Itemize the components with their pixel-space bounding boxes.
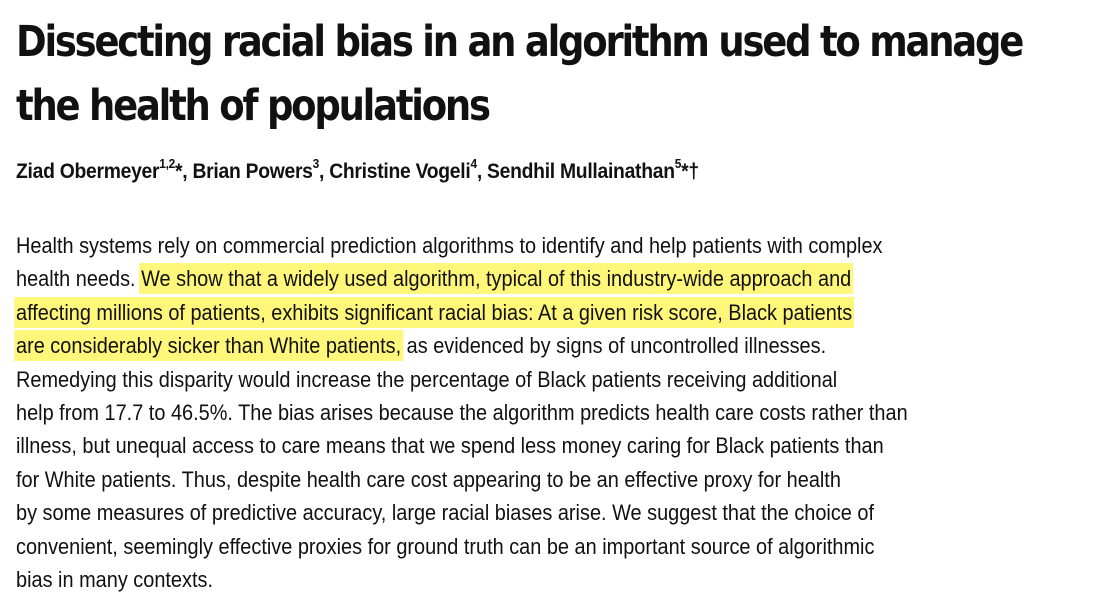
highlighted-text: affecting millions of patients, exhibits… [16,298,853,326]
abstract-line: health needs. We show that a widely used… [16,262,1102,295]
abstract-text: health needs. [16,266,142,292]
author-name: Ziad Obermeyer [16,160,160,183]
title-line-2: the health of populations [16,81,491,131]
abstract-line: by some measures of predictive accuracy,… [16,500,875,526]
abstract-line: Health systems rely on commercial predic… [16,233,883,258]
paper-title: Dissecting racial bias in an algorithm u… [16,10,1100,138]
author-mark: , [476,160,482,183]
abstract-text: as evidenced by signs of uncontrolled il… [401,333,827,359]
abstract-line: for White patients. Thus, despite health… [16,466,841,492]
abstract-line: illness, but unequal access to care mean… [16,433,884,459]
abstract-line: are considerably sicker than White patie… [16,329,1102,362]
author-mark: , [319,160,325,183]
abstract-line: help from 17.7 to 46.5%. The bias arises… [16,400,908,426]
highlighted-text: are considerably sicker than White patie… [16,332,402,360]
author-name: Christine Vogeli [324,160,471,183]
author-affiliation: 3 [312,156,320,171]
author-mark: *† [681,160,699,183]
author-affiliation: 5 [674,156,682,171]
title-line-1: Dissecting racial bias in an algorithm u… [16,17,1024,67]
abstract: Health systems rely on commercial predic… [16,229,1102,596]
author-mark: *, [175,160,188,183]
abstract-line: affecting millions of patients, exhibits… [16,296,1102,329]
author-affiliation: 1,2 [159,156,176,171]
author-affiliation: 4 [470,156,477,171]
abstract-line: convenient, seemingly effective proxies … [16,533,875,559]
author-name: Brian Powers [187,160,313,183]
author-list: Ziad Obermeyer1,2*, Brian Powers3, Chris… [16,157,699,184]
abstract-line: bias in many contexts. [16,567,213,593]
abstract-line: Remedying this disparity would increase … [16,366,838,392]
author-name: Sendhil Mullainathan [481,160,675,183]
highlighted-text: We show that a widely used algorithm, ty… [141,265,852,293]
